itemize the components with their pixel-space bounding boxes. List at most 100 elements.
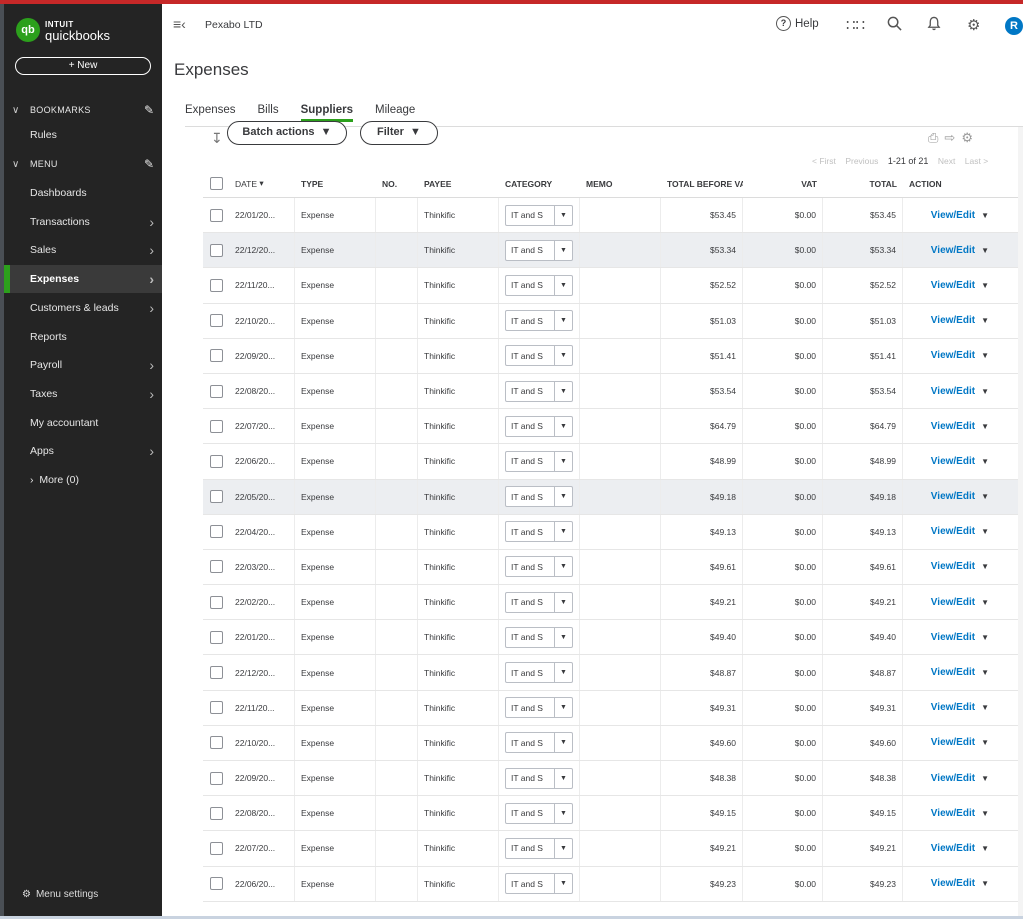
row-checkbox[interactable] [209,806,223,820]
view-edit-link[interactable]: View/Edit [930,807,976,819]
category-select[interactable]: IT and S ▼ [505,345,573,367]
table-row[interactable]: 22/12/20... Expense Thinkific IT and S ▼ $48.… [203,655,1023,691]
action-menu-caret-icon[interactable]: ▼ [981,245,989,255]
view-edit-link[interactable]: View/Edit [930,385,976,397]
column-header-no[interactable]: NO. [382,178,398,189]
sidebar-item-reports[interactable]: Reports [4,323,162,351]
action-menu-caret-icon[interactable]: ▼ [981,668,989,678]
category-select[interactable]: IT and S ▼ [505,873,573,895]
view-edit-link[interactable]: View/Edit [930,878,976,890]
category-select[interactable]: IT and S ▼ [505,380,573,402]
sidebar-item-dashboards[interactable]: Dashboards [4,179,162,207]
next-page-link[interactable]: Next [937,156,956,166]
category-select[interactable]: IT and S ▼ [505,204,573,226]
table-row[interactable]: 22/01/20... Expense Thinkific IT and S ▼ $53.… [203,198,1023,234]
view-edit-link[interactable]: View/Edit [930,631,976,643]
table-settings-icon[interactable]: ⚙ [961,130,973,145]
category-select[interactable]: IT and S ▼ [505,450,573,472]
action-menu-caret-icon[interactable]: ▼ [981,808,989,818]
page-scrollbar[interactable] [1018,127,1023,917]
sidebar-item-transactions[interactable]: Transactions › [4,208,162,236]
sidebar-item-expenses[interactable]: Expenses › [4,265,162,294]
view-edit-link[interactable]: View/Edit [930,244,976,256]
table-row[interactable]: 22/06/20... Expense Thinkific IT and S ▼ $48.… [203,444,1023,480]
row-checkbox[interactable] [209,736,223,750]
tab-mileage[interactable]: Mileage [375,104,416,116]
row-checkbox[interactable] [209,314,223,328]
action-menu-caret-icon[interactable]: ▼ [981,738,989,748]
export-icon[interactable]: ⇨ [944,130,956,145]
view-edit-link[interactable]: View/Edit [930,491,976,503]
table-row[interactable]: 22/09/20... Expense Thinkific IT and S ▼ $48.… [203,761,1023,797]
view-edit-link[interactable]: View/Edit [930,772,976,784]
table-row[interactable]: 22/01/20... Expense Thinkific IT and S ▼ $49.… [203,620,1023,656]
sort-arrow-icon[interactable]: ↧ [211,130,223,146]
sidebar-item-sales[interactable]: Sales › [4,236,162,264]
category-select[interactable]: IT and S ▼ [505,591,573,613]
sidebar-item-taxes[interactable]: Taxes › [4,380,162,408]
category-select[interactable]: IT and S ▼ [505,802,573,824]
menu-header[interactable]: ∨ MENU ✎ [4,150,162,178]
view-edit-link[interactable]: View/Edit [930,561,976,573]
action-menu-caret-icon[interactable]: ▼ [981,210,989,220]
column-header-type[interactable]: TYPE [301,178,324,189]
view-edit-link[interactable]: View/Edit [930,526,976,538]
category-select[interactable]: IT and S ▼ [505,521,573,543]
view-edit-link[interactable]: View/Edit [930,209,976,221]
table-row[interactable]: 22/07/20... Expense Thinkific IT and S ▼ $64.… [203,409,1023,445]
category-select[interactable]: IT and S ▼ [505,837,573,859]
row-checkbox[interactable] [209,243,223,257]
row-checkbox[interactable] [209,490,223,504]
filter-button[interactable]: Filter ▼ [360,121,438,145]
action-menu-caret-icon[interactable]: ▼ [981,280,989,290]
table-row[interactable]: 22/08/20... Expense Thinkific IT and S ▼ $53.… [203,373,1023,410]
row-checkbox[interactable] [209,771,223,785]
category-select[interactable]: IT and S ▼ [505,415,573,437]
table-row[interactable]: 22/10/20... Expense Thinkific IT and S ▼ $51.… [203,303,1023,339]
view-edit-link[interactable]: View/Edit [930,315,976,327]
table-row[interactable]: 22/11/20... Expense Thinkific IT and S ▼ $49.… [203,690,1023,726]
row-checkbox[interactable] [209,419,223,433]
search-icon[interactable] [887,16,902,35]
category-select[interactable]: IT and S ▼ [505,556,573,578]
sidebar-item-more[interactable]: › More (0) [4,466,162,494]
row-checkbox[interactable] [209,666,223,680]
action-menu-caret-icon[interactable]: ▼ [981,386,989,396]
table-row[interactable]: 22/10/20... Expense Thinkific IT and S ▼ $49.… [203,725,1023,761]
table-row[interactable]: 22/05/20... Expense Thinkific IT and S ▼ $49.… [203,479,1023,515]
action-menu-caret-icon[interactable]: ▼ [981,421,989,431]
print-icon[interactable]: ⎙ [928,130,939,145]
view-edit-link[interactable]: View/Edit [930,455,976,467]
row-checkbox[interactable] [209,595,223,609]
menu-settings-button[interactable]: ⚙ Menu settings [22,889,98,900]
column-header-memo[interactable]: MEMO [586,178,613,189]
table-row[interactable]: 22/04/20... Expense Thinkific IT and S ▼ $49.… [203,514,1023,550]
action-menu-caret-icon[interactable]: ▼ [981,492,989,502]
sidebar-item-rules[interactable]: Rules [4,121,162,149]
column-header-category[interactable]: CATEGORY [505,178,553,189]
row-checkbox[interactable] [209,384,223,398]
settings-gear-icon[interactable]: ⚙ [967,17,981,34]
action-menu-caret-icon[interactable]: ▼ [981,879,989,889]
new-button[interactable]: + New [15,57,151,75]
table-row[interactable]: 22/12/20... Expense Thinkific IT and S ▼ $53.… [203,233,1023,269]
quickbooks-logo[interactable]: qb INTUIT quickbooks [16,18,110,42]
row-checkbox[interactable] [209,630,223,644]
row-checkbox[interactable] [209,208,223,222]
table-row[interactable]: 22/07/20... Expense Thinkific IT and S ▼ $49.… [203,831,1023,867]
row-checkbox[interactable] [209,454,223,468]
sidebar-item-customers-leads[interactable]: Customers & leads › [4,294,162,322]
column-header-total[interactable]: TOTAL [869,178,897,189]
column-header-vat[interactable]: VAT [801,178,817,189]
view-edit-link[interactable]: View/Edit [930,420,976,432]
category-select[interactable]: IT and S ▼ [505,697,573,719]
sidebar-item-payroll[interactable]: Payroll › [4,351,162,379]
action-menu-caret-icon[interactable]: ▼ [981,843,989,853]
table-row[interactable]: 22/08/20... Expense Thinkific IT and S ▼ $49.… [203,796,1023,832]
view-edit-link[interactable]: View/Edit [930,350,976,362]
row-checkbox[interactable] [209,877,223,891]
action-menu-caret-icon[interactable]: ▼ [981,632,989,642]
view-edit-link[interactable]: View/Edit [930,596,976,608]
category-select[interactable]: IT and S ▼ [505,767,573,789]
row-checkbox[interactable] [209,349,223,363]
